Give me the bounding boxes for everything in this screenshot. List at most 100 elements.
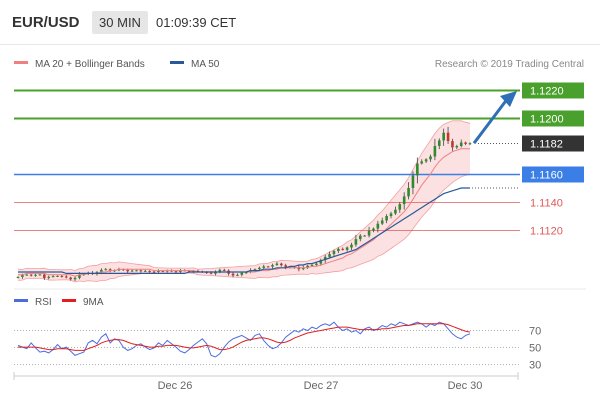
candle-body [319,260,323,264]
candle-body [385,216,388,221]
candle-body [73,277,77,280]
header-divider [0,44,600,45]
candle-body [56,275,59,277]
candle-body [442,132,445,141]
candle-body [139,270,143,272]
support-label: 1.1120 [530,226,563,238]
resistance-tag [522,110,584,127]
chart-header: EUR/USD 30 MIN 01:09:39 CET [0,0,600,44]
candle-body [82,273,86,275]
time-readout: 01:09:39 CET [156,15,237,30]
candle-body [108,269,112,271]
candle-body [100,269,103,272]
candle-body [64,276,68,278]
rsi-ma-legend-label: 9MA [83,297,104,308]
ma50-line [18,187,470,274]
candle-body [323,256,327,261]
time-axis-labels: Dec 26 Dec 27 Dec 30 [158,380,483,392]
price-levels [14,89,520,231]
candle-body [78,274,81,278]
candle-body [34,274,37,276]
candle-body [306,265,309,268]
candle-body [69,277,72,280]
candle-body [345,247,349,250]
candle-body [424,159,428,162]
candle-body [358,235,362,240]
level-labels: 1.1220 1.1200 1.1182 1.1160 1.1140 1.1120 [522,82,584,238]
price-legend: MA 20 + Bollinger Bands MA 50 Research ©… [14,59,584,70]
candle-body [372,228,375,231]
candle-body [350,244,353,248]
candle-body [411,175,415,188]
candle-body [315,263,318,265]
rsi-line [17,321,471,358]
candle-body [310,265,314,266]
rsi-ma-line [18,323,471,351]
candle-body [222,269,226,271]
candle-body [402,196,406,205]
resistance-label: 1.1200 [530,114,564,126]
ma50-legend-label: MA 50 [191,59,220,70]
symbol-title: EUR/USD [12,14,80,31]
candle-body [271,265,274,267]
candle-body [398,204,402,210]
candle-body [244,272,248,274]
resistance-tag [522,82,584,99]
candle-body [433,146,437,157]
candle-body [407,188,410,197]
candle-body [253,269,257,271]
candle-body [455,146,459,148]
candle-body [192,270,195,272]
candle-body [29,274,33,276]
candle-body [161,270,165,272]
candle-body [332,251,336,255]
bollinger-bands [17,120,471,283]
rsi-panel: 70 50 30 [14,321,541,372]
candle-body [341,248,345,250]
candle-body [196,270,200,272]
candle-body [43,274,46,278]
candle-body [437,140,441,146]
candle-body [459,142,463,146]
candle-body [179,270,182,272]
candle-body [236,274,239,276]
candle-body [51,276,55,278]
x-tick-label: Dec 27 [304,380,339,392]
candle-body [152,271,156,273]
candle-body [284,265,287,268]
candle-body [354,239,358,245]
candle-body [104,269,108,271]
ma50-legend-swatch [170,61,184,64]
candle-body [143,270,147,272]
candle-body [266,266,270,268]
candle-body [209,272,213,274]
candle-body [416,163,419,176]
pivot-tag [522,166,584,183]
candle-body [47,276,51,278]
candle-body [280,263,283,266]
candle-body [275,263,279,265]
candle-body [231,273,235,276]
timeframe-selector[interactable]: 30 MIN [92,11,148,34]
moving-averages [18,148,518,277]
candle-body [25,274,29,276]
candle-body [429,156,432,160]
research-credit: Research © 2019 Trading Central [435,59,584,70]
candle-body [148,270,151,272]
rsi-legend-label: RSI [35,297,52,308]
candle-body [420,161,424,164]
candle-body [468,143,472,145]
rsi-legend-swatch [14,299,28,302]
rsi-tick-label: 30 [529,360,541,372]
candle-body [135,270,138,272]
candle-body [258,267,261,270]
candle-body [451,141,454,148]
candle-body [130,270,134,272]
candle-body [394,209,397,214]
candle-body [376,223,380,229]
candle-body [174,271,178,273]
candle-body [21,275,24,277]
candle-body [38,274,42,276]
resistance-label: 1.1220 [530,86,564,98]
